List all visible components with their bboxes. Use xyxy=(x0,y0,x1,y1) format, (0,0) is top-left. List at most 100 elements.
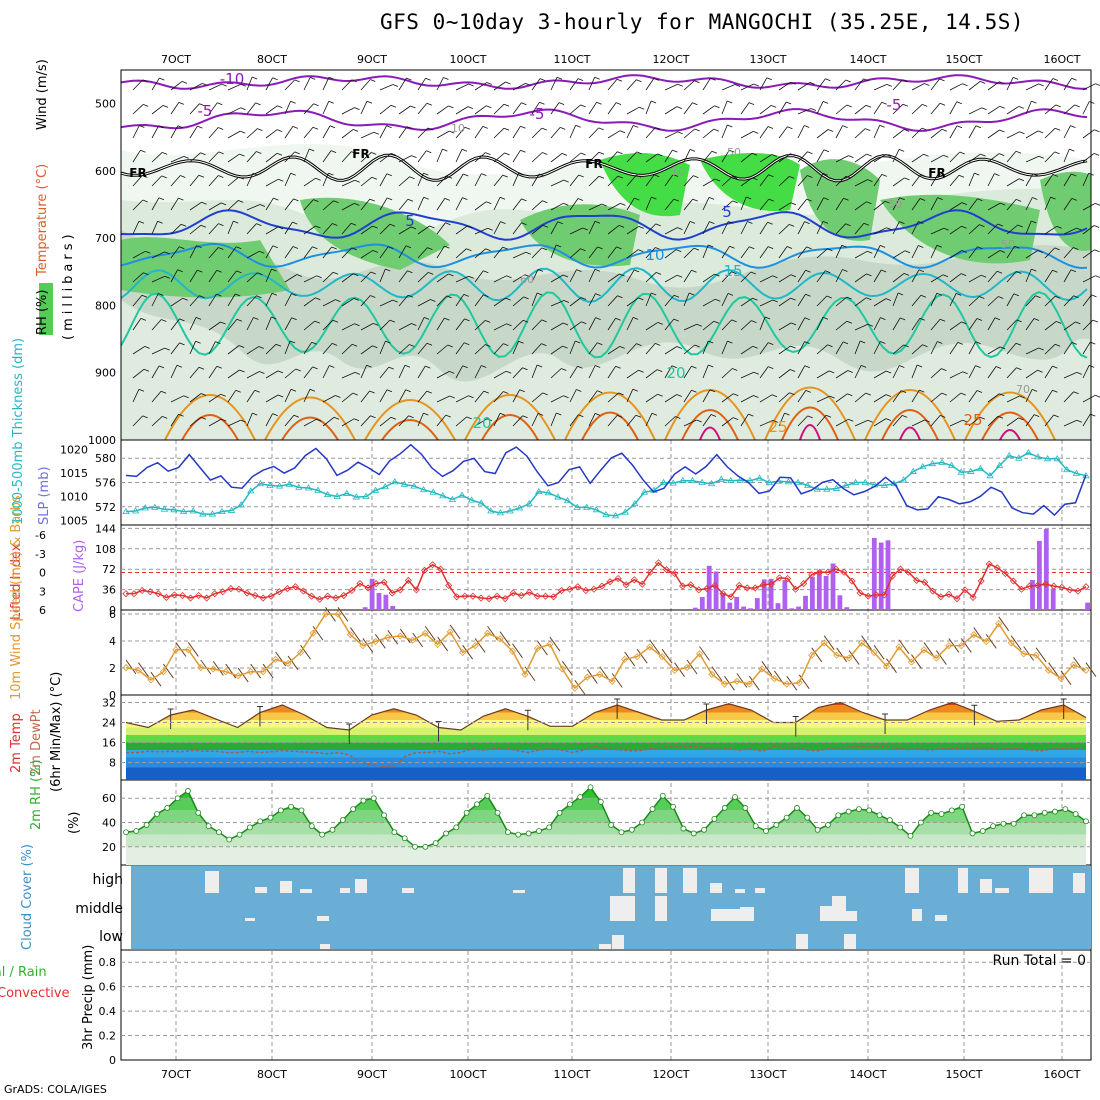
barb xyxy=(493,174,504,187)
barb-flag xyxy=(388,366,394,370)
barb xyxy=(873,200,886,211)
wind-point xyxy=(134,666,143,674)
barb-flag xyxy=(178,197,184,201)
barb xyxy=(550,179,564,187)
cloud-block xyxy=(820,906,832,921)
barb-flag xyxy=(708,244,714,248)
barb-flag xyxy=(976,318,983,321)
barb xyxy=(531,413,539,427)
barb xyxy=(170,156,184,163)
barb xyxy=(455,83,469,91)
barb xyxy=(303,225,316,235)
rh-point xyxy=(1072,811,1079,817)
barb-flag xyxy=(354,179,360,183)
barb-flag xyxy=(556,76,563,80)
barb-flag xyxy=(823,197,829,201)
dewpt-line xyxy=(126,745,1087,768)
barb xyxy=(284,246,294,259)
barb xyxy=(759,198,770,211)
cape-bar xyxy=(789,608,795,610)
barb-flag xyxy=(272,413,278,416)
barb-flag xyxy=(691,365,697,369)
lifted-point xyxy=(396,586,404,594)
barb xyxy=(246,102,256,115)
temp-legend-label: Temperature (°C) xyxy=(35,164,50,277)
wind-point xyxy=(571,684,579,692)
cape-tick: 72 xyxy=(102,563,116,576)
barb xyxy=(303,275,317,283)
barb xyxy=(816,395,830,403)
barb xyxy=(854,179,868,187)
barb xyxy=(512,341,519,355)
barb xyxy=(151,175,162,187)
barb xyxy=(987,105,1000,115)
barb xyxy=(1063,342,1073,355)
barb xyxy=(531,247,542,259)
rh-point xyxy=(339,817,346,823)
barb xyxy=(892,221,900,235)
barb-flag xyxy=(181,81,188,84)
contour-label: 50 xyxy=(888,198,902,211)
barb-flag xyxy=(159,77,165,81)
contour-label: -5 xyxy=(530,105,545,123)
cape-bar xyxy=(830,563,836,610)
barb-flag xyxy=(789,392,795,396)
rh-point xyxy=(505,829,511,836)
wind-barb xyxy=(923,642,935,657)
contour-label: -5 xyxy=(198,102,213,120)
barb-flag xyxy=(731,271,737,275)
barb xyxy=(227,153,240,163)
barb-flag xyxy=(822,316,829,320)
barb xyxy=(360,415,371,427)
barb xyxy=(417,412,424,427)
wind-point xyxy=(745,680,753,688)
barb xyxy=(265,394,279,403)
cloud-block xyxy=(1073,873,1085,893)
thickness-point xyxy=(573,503,581,510)
barb-flag xyxy=(445,222,451,226)
barb-flag xyxy=(254,389,260,393)
barb xyxy=(379,104,392,115)
rh-point xyxy=(897,824,904,831)
lifted-point xyxy=(170,591,178,599)
barb-flag xyxy=(580,104,586,108)
contour-label: 5 xyxy=(405,212,415,230)
barb-flag xyxy=(962,371,968,375)
barb xyxy=(854,419,868,427)
temp-line xyxy=(125,701,1087,731)
wind-barb xyxy=(537,640,548,656)
rh-point xyxy=(597,798,604,805)
barb xyxy=(797,246,807,259)
barb xyxy=(930,415,941,427)
wind-point xyxy=(446,628,454,636)
barb-flag xyxy=(563,300,570,303)
barb xyxy=(1006,150,1017,163)
barb-flag xyxy=(180,175,186,178)
barb xyxy=(968,81,981,91)
wind-barb xyxy=(374,634,386,649)
rh-point xyxy=(804,814,811,821)
barb xyxy=(265,245,274,259)
barb xyxy=(417,390,428,403)
barb-flag xyxy=(577,198,584,201)
wind-tick: 6 xyxy=(109,608,116,621)
barb xyxy=(284,173,292,187)
barb-flag xyxy=(257,272,263,276)
barb-flag xyxy=(1034,414,1040,417)
barb-flag xyxy=(804,125,810,128)
barb-flag xyxy=(177,269,183,273)
rh-point xyxy=(773,822,780,828)
barb-flag xyxy=(657,153,663,157)
barb xyxy=(759,275,773,283)
lifted-point xyxy=(477,594,485,602)
barb xyxy=(835,175,847,187)
barb xyxy=(455,127,466,139)
cape-bar xyxy=(775,603,781,610)
barb xyxy=(626,369,639,379)
barb-flag xyxy=(635,414,642,418)
thickness-point xyxy=(986,472,994,479)
barb xyxy=(208,341,216,355)
barb-flag xyxy=(350,222,357,226)
lifted-point xyxy=(154,590,162,598)
barb xyxy=(531,101,540,115)
